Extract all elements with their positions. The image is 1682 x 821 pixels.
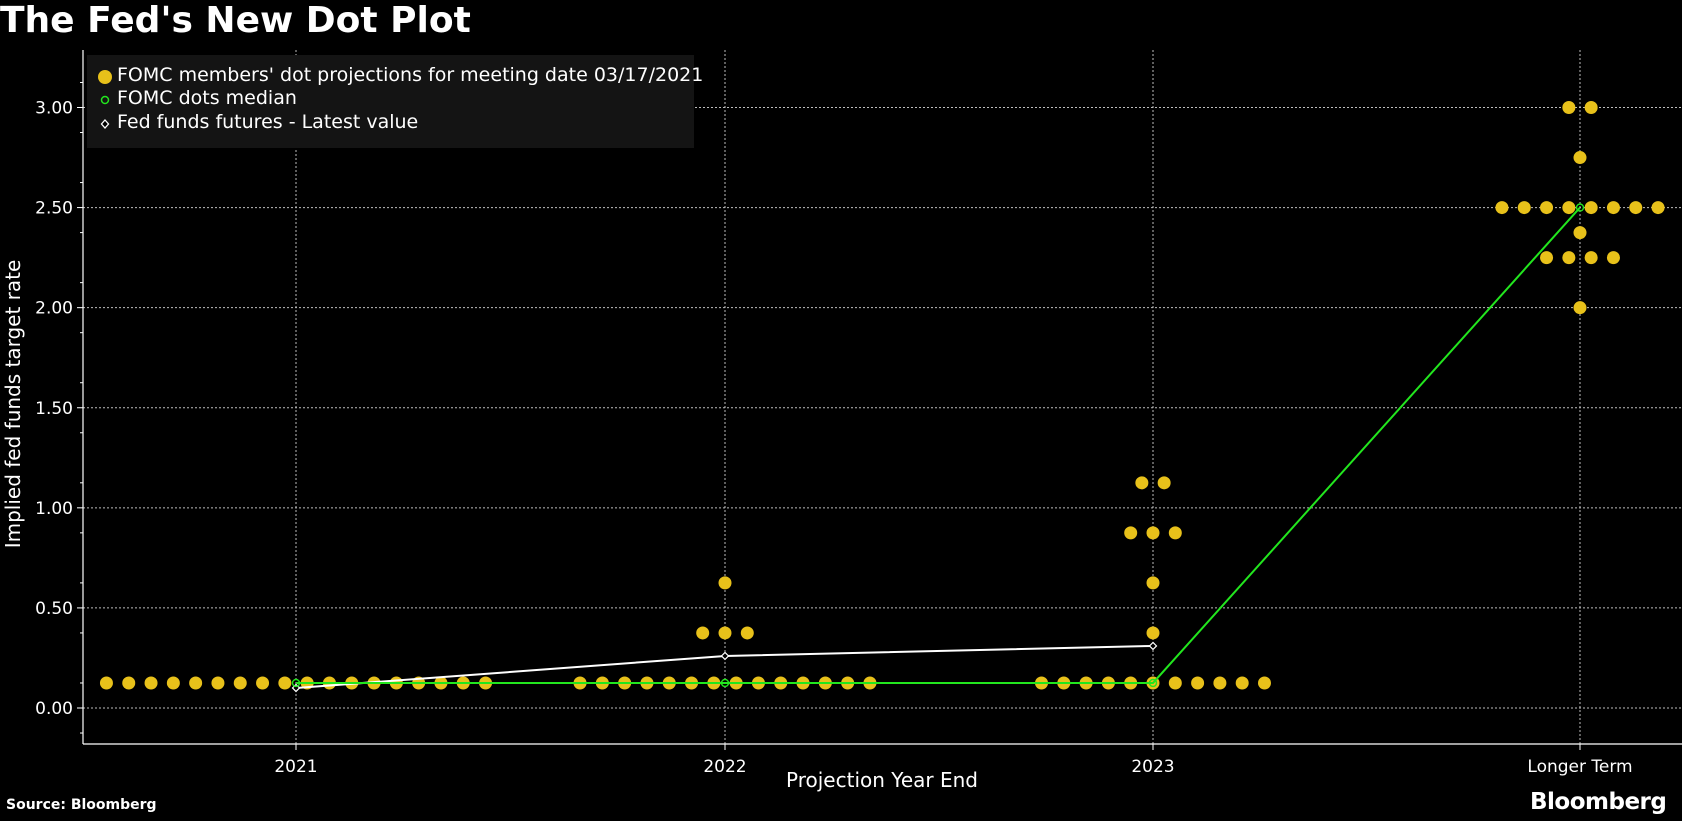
x-tick-label: Longer Term: [1527, 757, 1632, 777]
legend-label-median: FOMC dots median: [117, 87, 297, 109]
legend: FOMC members' dot projections for meetin…: [87, 55, 703, 148]
dot-point: [1168, 676, 1182, 690]
dot-point: [1562, 251, 1576, 265]
source-note: Source: Bloomberg: [6, 797, 157, 813]
y-tick-label: 0.00: [35, 699, 73, 719]
dot-point: [256, 676, 270, 690]
dot-point: [1213, 676, 1227, 690]
dot-point: [1562, 201, 1576, 215]
futures-marker-icon: [97, 112, 117, 132]
median-point: [1148, 678, 1158, 688]
x-axis-label: Projection Year End: [786, 768, 978, 792]
median-point: [720, 678, 730, 688]
dot-point: [1573, 226, 1587, 240]
dot-point: [1146, 576, 1160, 590]
median-marker-icon: [97, 88, 117, 108]
dot-point: [211, 676, 225, 690]
dot-point: [1584, 101, 1598, 114]
chart-title: The Fed's New Dot Plot: [0, 0, 471, 41]
legend-label-futures: Fed funds futures - Latest value: [117, 111, 419, 133]
x-tick-label: 2022: [703, 757, 746, 777]
dot-point: [1495, 201, 1509, 215]
median-point: [291, 678, 301, 688]
dot-point: [1629, 201, 1643, 215]
dot-point: [144, 676, 158, 690]
dot-point: [696, 626, 710, 640]
dot-point: [1562, 101, 1576, 114]
y-tick-label: 2.50: [35, 199, 73, 219]
dot-point: [1157, 476, 1171, 490]
dot-point: [1584, 201, 1598, 215]
brand-logo: Bloomberg: [1530, 789, 1667, 815]
dot-point: [189, 676, 203, 690]
dot-point: [1606, 251, 1620, 265]
y-tick-label: 1.50: [35, 399, 73, 419]
dot-point: [166, 676, 180, 690]
dot-point: [1235, 676, 1249, 690]
dot-point: [122, 676, 136, 690]
dot-point: [718, 576, 732, 590]
futures-point: [720, 651, 730, 661]
median-line: [296, 206, 1581, 684]
y-tick-label: 3.00: [35, 99, 73, 119]
dot-point: [1573, 151, 1587, 165]
legend-item-median: FOMC dots median: [97, 86, 297, 110]
dot-point: [1168, 526, 1182, 540]
legend-label-dots: FOMC members' dot projections for meetin…: [117, 64, 704, 86]
dot-point: [740, 626, 754, 640]
dot-point: [1191, 676, 1205, 690]
dot-point: [1124, 526, 1138, 540]
dot-point: [718, 626, 732, 640]
median-point: [1575, 203, 1585, 212]
dot-point: [278, 676, 292, 690]
dot-point: [1584, 251, 1598, 265]
dot-point: [1540, 201, 1554, 215]
futures-point: [1148, 641, 1158, 651]
dot-point: [1146, 626, 1160, 640]
dot-point: [1517, 201, 1531, 215]
y-tick-label: 2.00: [35, 299, 73, 319]
dot-marker-icon: [97, 65, 117, 85]
y-axis-label: Implied fed funds target rate: [1, 260, 25, 549]
x-tick-label: 2023: [1131, 757, 1174, 777]
x-tick-label: 2021: [274, 757, 317, 777]
dot-point: [1606, 201, 1620, 215]
dot-point: [1146, 526, 1160, 540]
y-tick-label: 0.50: [35, 599, 73, 619]
dot-point: [1573, 301, 1587, 315]
legend-item-futures: Fed funds futures - Latest value: [97, 110, 418, 134]
dot-point: [233, 676, 247, 690]
dot-point: [1540, 251, 1554, 265]
legend-item-dots: FOMC members' dot projections for meetin…: [97, 63, 703, 87]
dot-point: [1135, 476, 1149, 490]
dot-point: [1258, 676, 1271, 690]
dot-point: [99, 676, 113, 690]
dot-point: [1651, 201, 1665, 215]
futures-point: [291, 683, 301, 693]
y-tick-label: 1.00: [35, 499, 73, 519]
